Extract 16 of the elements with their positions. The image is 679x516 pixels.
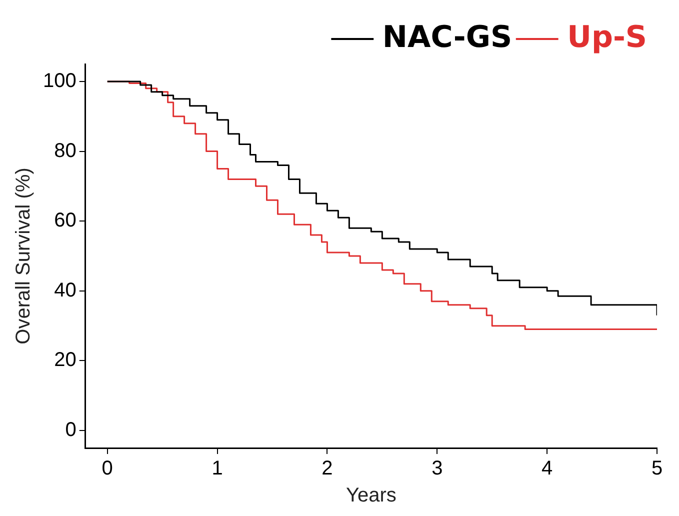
- x-axis-title: Years: [346, 484, 396, 507]
- y-tick-label: 60: [54, 210, 76, 232]
- x-tick-label: 4: [542, 458, 553, 480]
- x-tick-label: 3: [432, 458, 443, 480]
- y-tick-label: 80: [54, 140, 76, 162]
- y-tick-label: 20: [54, 349, 76, 372]
- y-tick-label: 0: [65, 419, 76, 442]
- x-tick-label: 1: [212, 458, 223, 480]
- y-tick-label: 40: [54, 279, 76, 302]
- x-tick-label: 2: [322, 458, 333, 480]
- legend-label: Up-S: [567, 20, 648, 55]
- y-axis-title: Overall Survival (%): [12, 168, 35, 344]
- legend-label: NAC-GS: [382, 20, 512, 55]
- x-tick-label: 0: [102, 458, 113, 480]
- y-tick-label: 100: [42, 70, 76, 92]
- x-tick-label: 5: [651, 458, 663, 480]
